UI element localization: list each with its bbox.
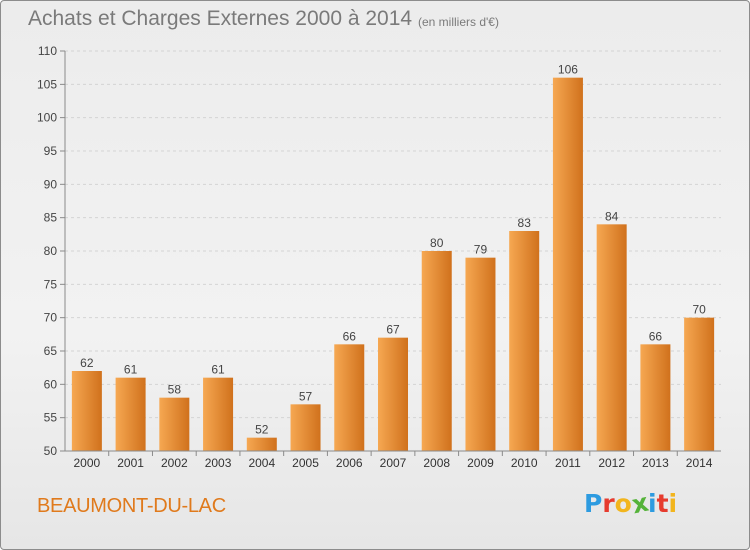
y-tick-label: 110 (38, 44, 57, 58)
data-label: 83 (518, 216, 532, 230)
x-tick-label: 2003 (205, 456, 232, 470)
data-label: 79 (474, 243, 488, 257)
bar-2002 (159, 397, 190, 451)
data-label: 61 (211, 363, 225, 377)
bar-2003 (203, 377, 234, 451)
x-tick-label: 2000 (74, 456, 101, 470)
x-tick-label: 2007 (380, 456, 407, 470)
y-axis-ticks: 50 55 60 65 70 75 80 85 90 95 100 105 110 (37, 44, 65, 458)
bar-2005 (290, 404, 321, 451)
y-tick-label: 85 (44, 211, 58, 225)
logo-letter: i (668, 489, 678, 518)
y-tick-label: 60 (44, 377, 58, 391)
y-tick-label: 95 (44, 144, 58, 158)
data-label: 106 (558, 63, 578, 77)
city-name: BEAUMONT-DU-LAC (37, 495, 226, 517)
x-tick-label: 2006 (336, 456, 363, 470)
data-label: 70 (692, 303, 706, 317)
y-tick-label: 100 (37, 111, 57, 125)
bar-2000 (71, 371, 102, 451)
data-label: 52 (255, 423, 269, 437)
logo-letter: t (656, 489, 669, 518)
x-axis-ticks: 2000 2001 2002 2003 2004 2005 2006 2007 2008 2009… (74, 451, 713, 470)
proxiti-logo: Proxiti (584, 488, 678, 520)
x-tick-label: 2013 (642, 456, 669, 470)
bar-2009 (465, 257, 496, 451)
x-tick-label: 2014 (686, 456, 713, 470)
bar-2010 (509, 231, 540, 451)
y-tick-label: 75 (44, 277, 58, 291)
data-labels: 62 61 58 61 52 57 66 67 80 79 83 106 84 66 70 (80, 63, 706, 437)
x-tick-label: 2009 (467, 456, 494, 470)
bar-2013 (640, 344, 671, 451)
bar-2004 (246, 437, 277, 451)
chart-title: Achats et Charges Externes 2000 à 2014 (28, 7, 413, 30)
data-label: 66 (649, 329, 663, 343)
x-tick-label: 2012 (598, 456, 625, 470)
data-label: 62 (80, 356, 94, 370)
logo-letter: i (648, 489, 657, 518)
data-label: 57 (299, 389, 313, 403)
data-label: 58 (168, 383, 182, 397)
y-tick-label: 55 (44, 411, 58, 425)
y-tick-label: 70 (44, 311, 58, 325)
x-tick-label: 2005 (292, 456, 319, 470)
data-label: 67 (386, 323, 400, 337)
data-label: 80 (430, 236, 444, 250)
logo-letter: o (614, 489, 632, 518)
y-tick-label: 105 (37, 77, 57, 91)
data-label: 61 (124, 363, 138, 377)
y-tick-label: 80 (44, 244, 58, 258)
bar-2006 (334, 344, 365, 451)
x-tick-label: 2001 (117, 456, 144, 470)
bar-2001 (115, 377, 146, 451)
x-tick-label: 2008 (423, 456, 450, 470)
bar-2011 (552, 77, 583, 452)
x-tick-label: 2004 (248, 456, 275, 470)
logo-letter: P (584, 489, 603, 518)
bar-2012 (596, 224, 627, 451)
bar-2007 (378, 337, 408, 451)
y-tick-label: 65 (44, 344, 58, 358)
chart-subtitle: (en milliers d'€) (418, 15, 499, 29)
y-tick-label: 90 (44, 177, 58, 191)
data-label: 84 (605, 209, 619, 223)
x-tick-label: 2010 (511, 456, 538, 470)
bar-2014 (684, 317, 715, 451)
logo-letter: r (602, 489, 615, 518)
data-label: 66 (343, 329, 357, 343)
bar-2008 (421, 251, 452, 451)
y-tick-label: 50 (44, 444, 58, 458)
bars (71, 77, 715, 452)
x-tick-label: 2002 (161, 456, 188, 470)
x-tick-label: 2011 (555, 456, 581, 470)
